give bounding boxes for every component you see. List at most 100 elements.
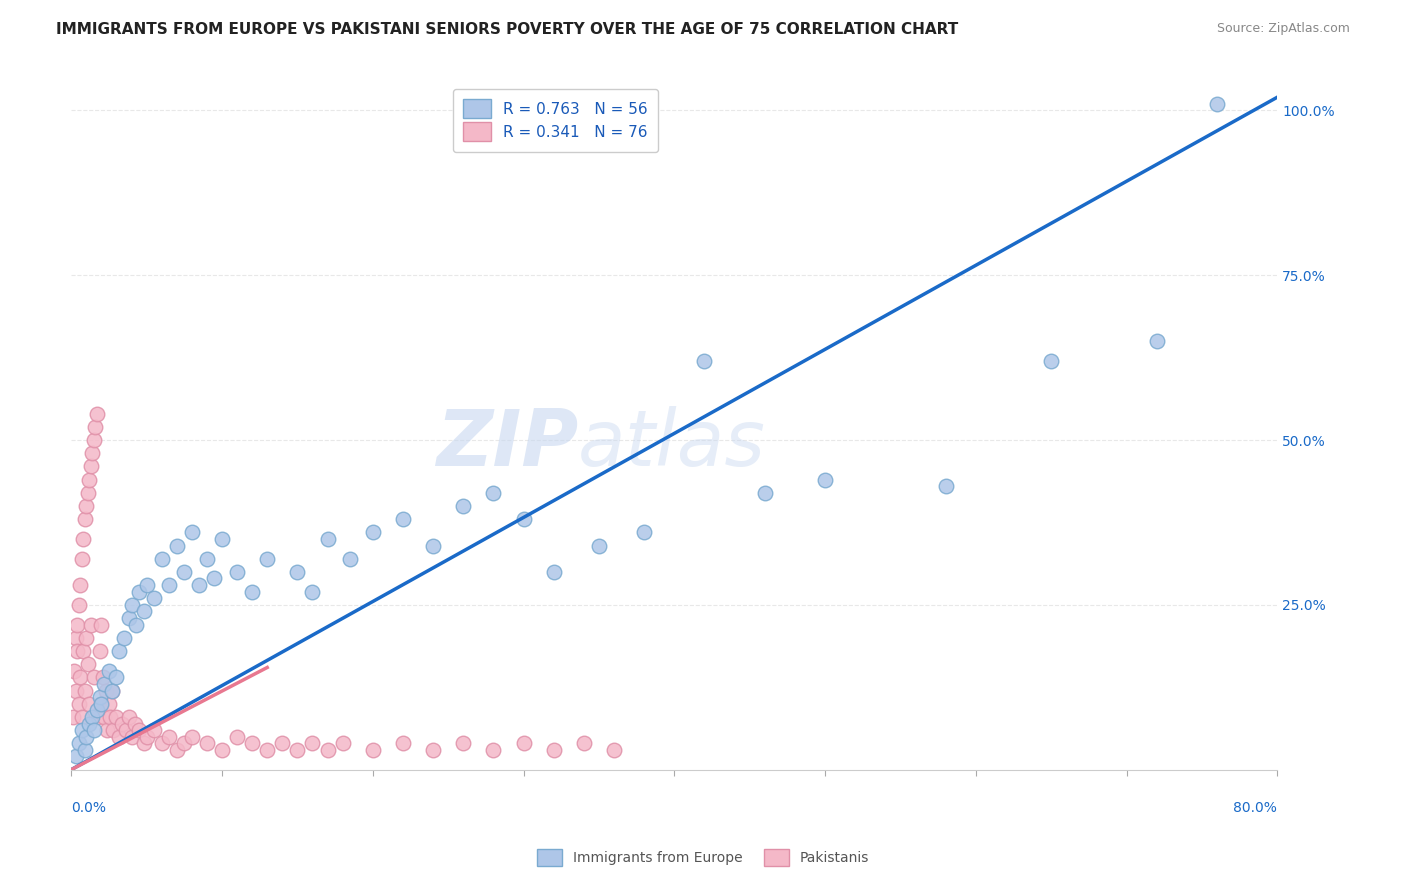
Point <box>392 512 415 526</box>
Point <box>84 420 107 434</box>
Point <box>87 710 110 724</box>
Point <box>101 683 124 698</box>
Point <box>211 743 233 757</box>
Point <box>422 743 444 757</box>
Point <box>121 730 143 744</box>
Point <box>90 697 112 711</box>
Point <box>143 591 166 606</box>
Point <box>67 598 90 612</box>
Point <box>63 664 86 678</box>
Point <box>114 723 136 737</box>
Point <box>301 736 323 750</box>
Point <box>754 485 776 500</box>
Point <box>70 551 93 566</box>
Point <box>166 743 188 757</box>
Point <box>83 433 105 447</box>
Point <box>588 539 610 553</box>
Point <box>93 710 115 724</box>
Point <box>226 565 249 579</box>
Legend: R = 0.763   N = 56, R = 0.341   N = 76: R = 0.763 N = 56, R = 0.341 N = 76 <box>453 88 658 152</box>
Point <box>101 683 124 698</box>
Point <box>83 670 105 684</box>
Point <box>82 710 104 724</box>
Text: 80.0%: 80.0% <box>1233 801 1277 814</box>
Point <box>195 551 218 566</box>
Point <box>97 697 120 711</box>
Point <box>361 743 384 757</box>
Text: Source: ZipAtlas.com: Source: ZipAtlas.com <box>1216 22 1350 36</box>
Point <box>66 644 89 658</box>
Point <box>117 710 139 724</box>
Point <box>112 631 135 645</box>
Point <box>226 730 249 744</box>
Point <box>173 736 195 750</box>
Point <box>83 723 105 737</box>
Point <box>105 710 128 724</box>
Point <box>132 736 155 750</box>
Point <box>693 354 716 368</box>
Point <box>108 644 131 658</box>
Point <box>482 485 505 500</box>
Point <box>301 584 323 599</box>
Point <box>79 716 101 731</box>
Point <box>69 578 91 592</box>
Point <box>76 657 98 672</box>
Text: ZIP: ZIP <box>436 407 578 483</box>
Point <box>1146 334 1168 348</box>
Point <box>451 499 474 513</box>
Point <box>124 716 146 731</box>
Point <box>79 473 101 487</box>
Point <box>188 578 211 592</box>
Point <box>135 578 157 592</box>
Point <box>62 710 84 724</box>
Point <box>100 710 122 724</box>
Point <box>204 572 226 586</box>
Point <box>72 532 94 546</box>
Point <box>91 670 114 684</box>
Point <box>512 512 534 526</box>
Point <box>128 723 150 737</box>
Point <box>90 697 112 711</box>
Point <box>256 743 278 757</box>
Point <box>67 697 90 711</box>
Point <box>287 743 309 757</box>
Point <box>66 617 89 632</box>
Point <box>1040 354 1063 368</box>
Point <box>157 578 180 592</box>
Point <box>150 551 173 566</box>
Point <box>157 730 180 744</box>
Point <box>143 723 166 737</box>
Point <box>73 743 96 757</box>
Point <box>86 703 108 717</box>
Point <box>80 617 103 632</box>
Point <box>180 730 202 744</box>
Point <box>166 539 188 553</box>
Point <box>603 743 626 757</box>
Point <box>75 499 97 513</box>
Point <box>1206 96 1229 111</box>
Text: atlas: atlas <box>578 407 766 483</box>
Point <box>65 683 87 698</box>
Point <box>543 743 565 757</box>
Point <box>70 723 93 737</box>
Point <box>543 565 565 579</box>
Point <box>108 730 131 744</box>
Point <box>271 736 294 750</box>
Point <box>93 677 115 691</box>
Point <box>195 736 218 750</box>
Point <box>451 736 474 750</box>
Point <box>96 723 118 737</box>
Point <box>65 631 87 645</box>
Point <box>572 736 595 750</box>
Point <box>94 683 117 698</box>
Point <box>121 598 143 612</box>
Point <box>256 551 278 566</box>
Point <box>512 736 534 750</box>
Point <box>89 644 111 658</box>
Point <box>70 710 93 724</box>
Point <box>79 697 101 711</box>
Point <box>65 749 87 764</box>
Point <box>80 459 103 474</box>
Point <box>76 485 98 500</box>
Point <box>240 736 263 750</box>
